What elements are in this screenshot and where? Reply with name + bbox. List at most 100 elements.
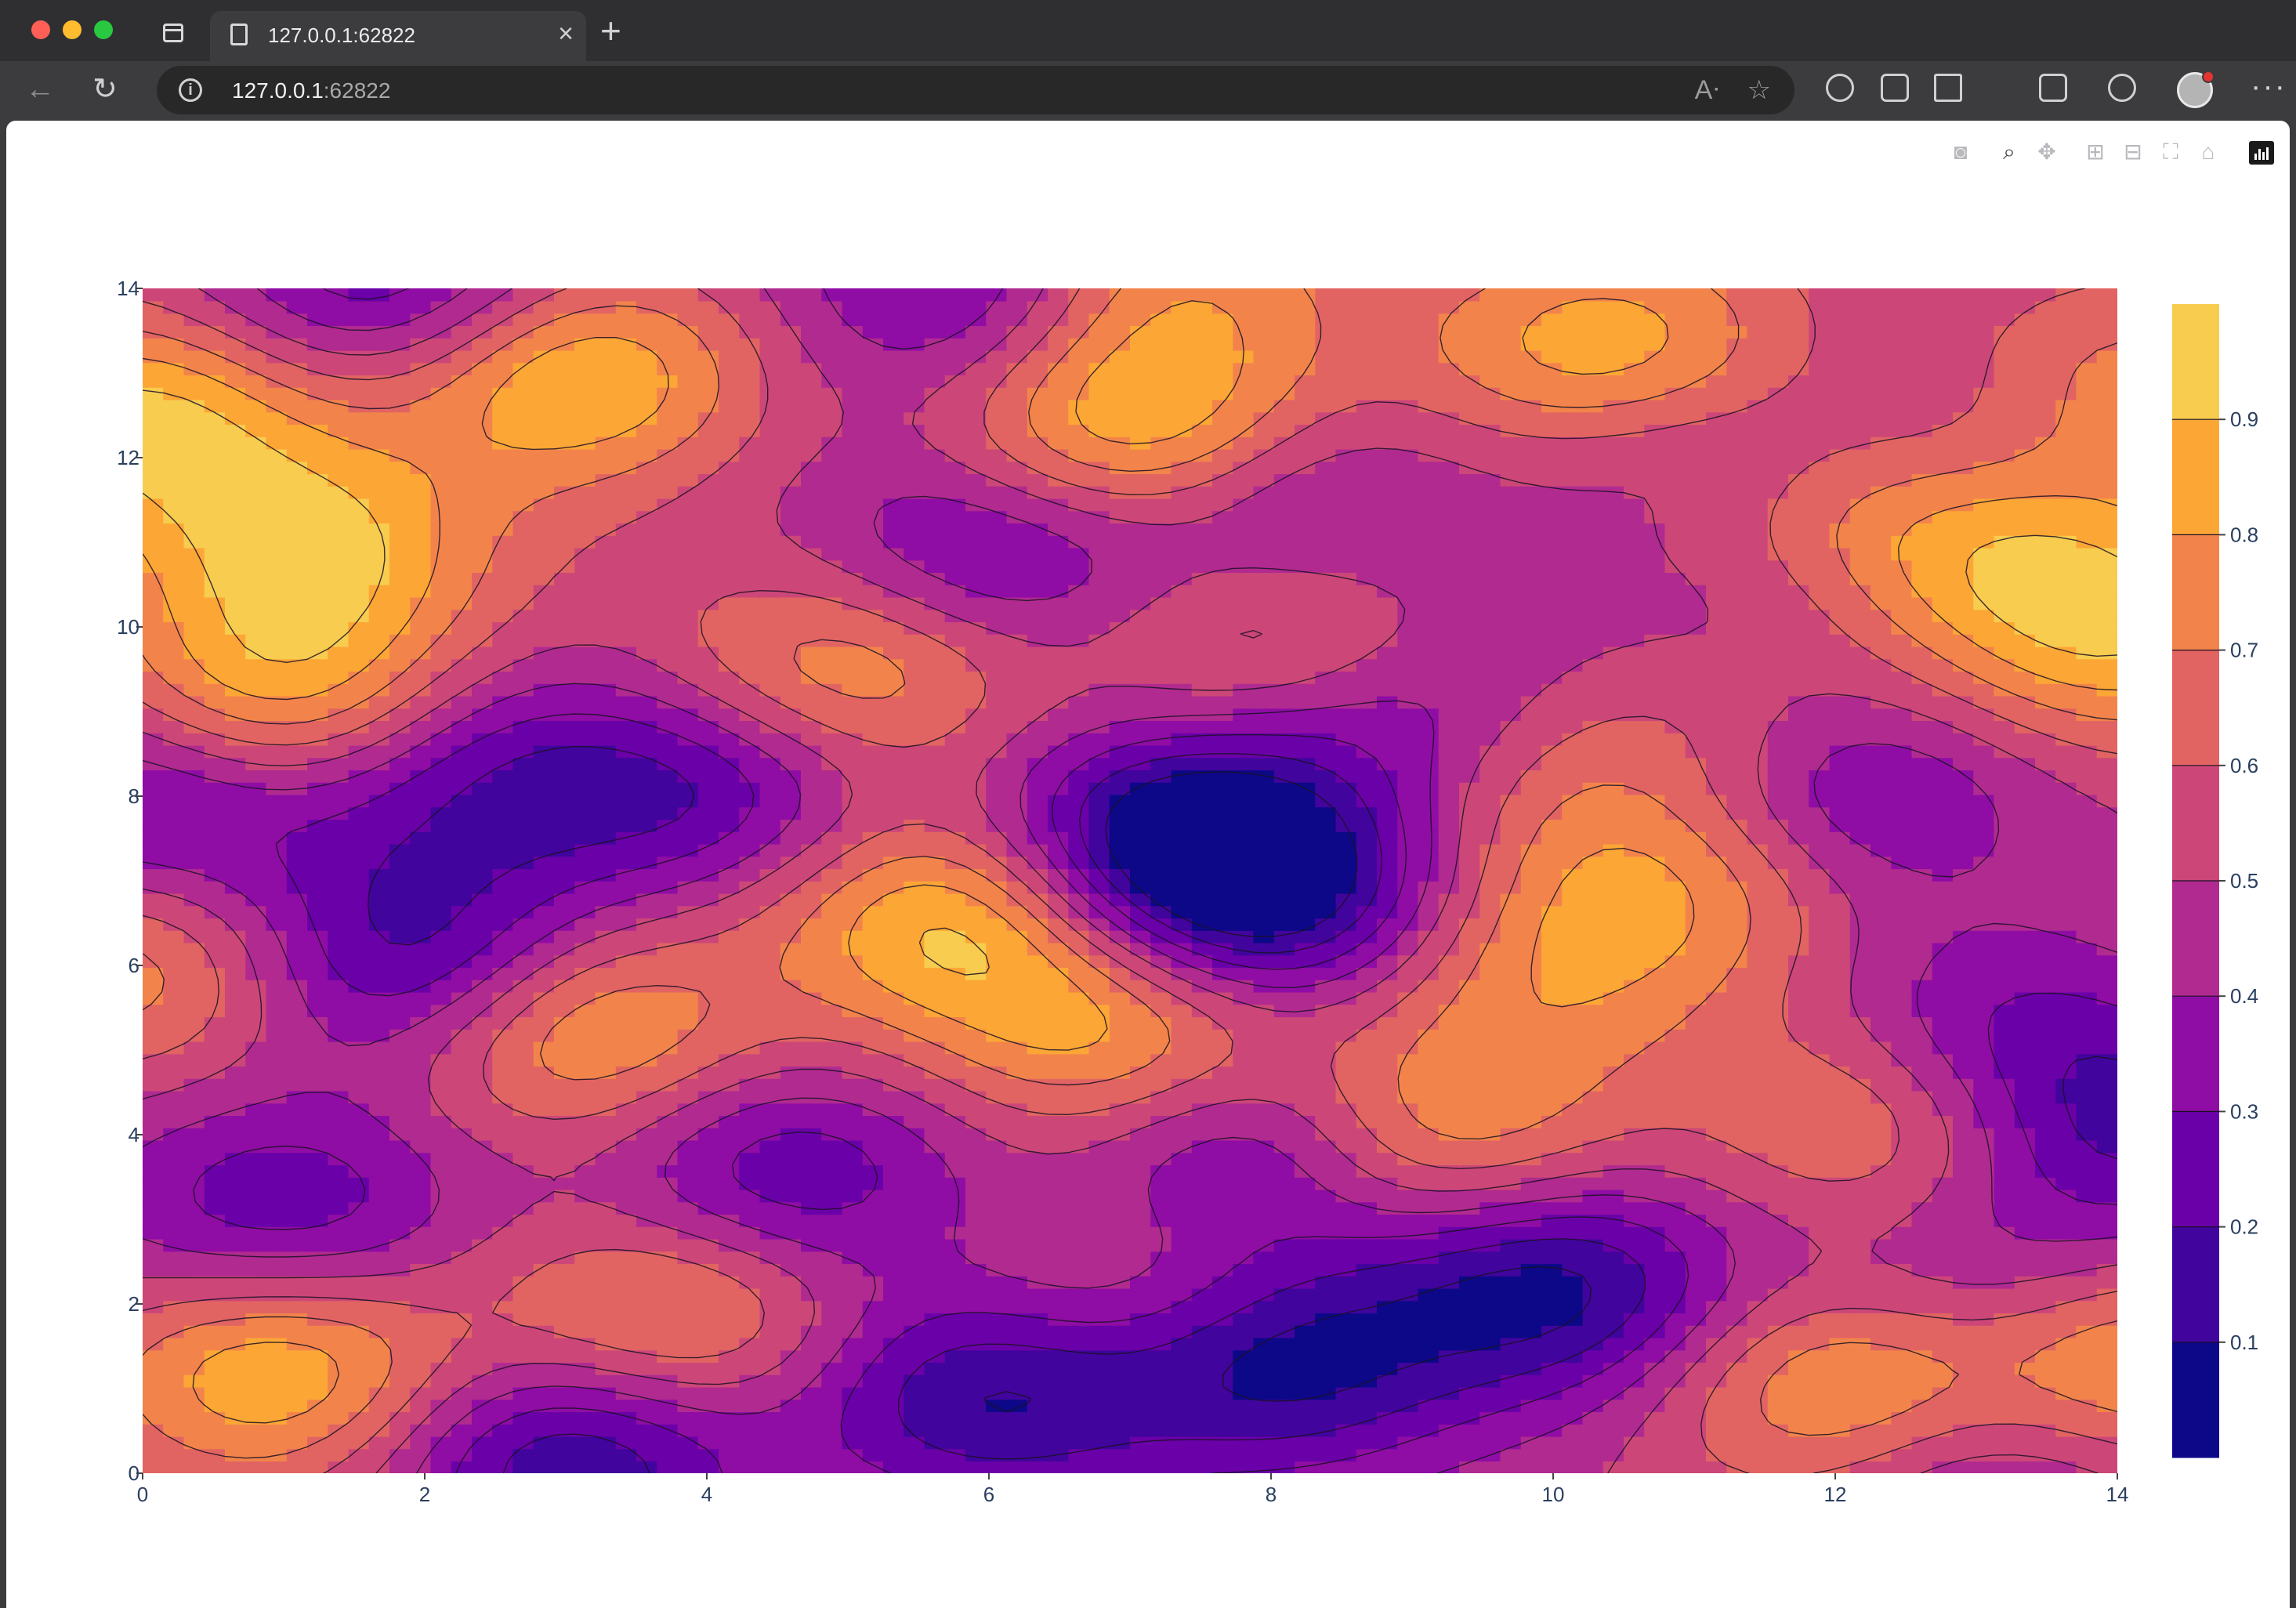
contour-cell (1027, 1362, 1048, 1375)
contour-cell (1541, 1251, 1563, 1265)
split-screen-icon[interactable] (1881, 74, 1909, 102)
contour-cell (719, 893, 741, 907)
contour-cell (1253, 1436, 1275, 1450)
contour-cell (410, 1004, 432, 1018)
contour-cell (986, 1078, 1008, 1092)
close-window-button[interactable] (31, 20, 50, 39)
contour-cell (1520, 1325, 1542, 1338)
contour-cell (286, 1436, 308, 1450)
contour-cell (1562, 1189, 1584, 1203)
contour-cell (2076, 905, 2098, 919)
favorite-star-icon[interactable]: ☆ (1747, 75, 1771, 105)
contour-cell (1747, 1276, 1769, 1289)
contour-cell (1295, 1016, 1316, 1030)
contour-cell (883, 1053, 905, 1067)
contour-cell (862, 1349, 884, 1364)
contour-cell (1459, 1399, 1481, 1413)
contour-cell (1438, 954, 1460, 969)
contour-cell (1706, 1411, 1728, 1425)
contour-cell (143, 843, 165, 857)
contour-cell (554, 1399, 576, 1413)
contour-cell (965, 954, 987, 969)
url-text[interactable]: 127.0.0.1:62822 (232, 78, 390, 103)
sidebar-toggle-icon[interactable] (163, 24, 183, 42)
reload-icon[interactable]: ↻ (92, 73, 118, 106)
contour-cell (1891, 1313, 1913, 1326)
contour-cell (1541, 1362, 1563, 1375)
contour-cell (595, 980, 617, 993)
contour-cell (225, 1325, 247, 1338)
contour-cell (2035, 942, 2057, 956)
new-tab-button[interactable]: + (600, 10, 621, 51)
contour-cell (1027, 881, 1048, 894)
contour-cell (1191, 1424, 1213, 1437)
contour-cell (143, 1325, 165, 1338)
maximize-window-button[interactable] (94, 20, 113, 39)
contour-cell (780, 868, 802, 882)
back-arrow-icon[interactable]: ← (25, 73, 55, 106)
contour-cell (1602, 1053, 1624, 1067)
more-menu-icon[interactable]: ··· (2251, 69, 2287, 103)
browser-tab[interactable]: 127.0.0.1:62822 × (210, 11, 586, 61)
close-tab-icon[interactable]: × (558, 19, 574, 49)
contour-cell (821, 967, 843, 980)
contour-cell (719, 1276, 741, 1289)
contour-cell (143, 1139, 165, 1153)
contour-cell (1870, 893, 1892, 907)
contour-cell (883, 1238, 905, 1252)
contour-cell (842, 1399, 864, 1413)
contour-cell (1541, 942, 1563, 956)
contour-cell (1602, 991, 1624, 1005)
contour-cell (1541, 856, 1563, 870)
contour-cell (780, 1448, 802, 1462)
favorites-icon[interactable] (1934, 74, 1962, 102)
contour-cell (1726, 1152, 1748, 1166)
contour-cell (1891, 843, 1913, 857)
contour-cell (512, 1386, 534, 1400)
contour-cell (266, 1238, 288, 1252)
performance-heart-icon[interactable] (2108, 74, 2136, 102)
contour-cell (492, 1164, 514, 1178)
contour-cell (451, 1115, 473, 1128)
contour-cell (1726, 905, 1748, 919)
contour-cell (2055, 1386, 2077, 1400)
contour-cell (1171, 1300, 1193, 1314)
contour-cell (1809, 980, 1831, 993)
contour-cell (1335, 856, 1357, 870)
contour-cell (533, 1053, 555, 1067)
contour-cell (1809, 1053, 1831, 1067)
minimize-window-button[interactable] (63, 20, 81, 39)
contour-cell (410, 1201, 432, 1215)
contour-cell (1624, 967, 1646, 980)
contour-cell (1726, 1399, 1748, 1413)
contour-cell (1150, 1448, 1172, 1462)
contour-cell (1068, 1238, 1090, 1252)
contour-cell (1644, 1461, 1666, 1473)
contour-cell (1273, 1300, 1295, 1314)
contour-cell (595, 856, 617, 870)
contour-cell (677, 1263, 699, 1277)
extensions-icon[interactable] (1826, 74, 1854, 102)
contour-cell (225, 1041, 247, 1055)
contour-cell (1212, 1300, 1234, 1314)
contour-cell (1624, 1016, 1646, 1030)
contour-cell (1520, 1053, 1542, 1067)
contour-cell (1747, 1424, 1769, 1437)
collections-icon[interactable] (2039, 74, 2067, 102)
contour-cell (1644, 954, 1666, 969)
info-icon[interactable]: i (179, 78, 202, 102)
contour-cell (1624, 1325, 1646, 1338)
contour-cell (1171, 905, 1193, 919)
contour-cell (986, 1386, 1008, 1400)
contour-cell (965, 905, 987, 919)
contour-cell (801, 1152, 823, 1166)
contour-cell (286, 1103, 308, 1117)
contour-cell (492, 1325, 514, 1338)
read-aloud-icon[interactable]: Aᐧ (1694, 75, 1719, 105)
contour-cell (780, 1436, 802, 1450)
address-bar[interactable]: i 127.0.0.1:62822 Aᐧ ☆ (157, 66, 1794, 114)
contour-cell (883, 1362, 905, 1375)
contour-cell (821, 1189, 843, 1203)
contour-cell (2076, 843, 2098, 857)
